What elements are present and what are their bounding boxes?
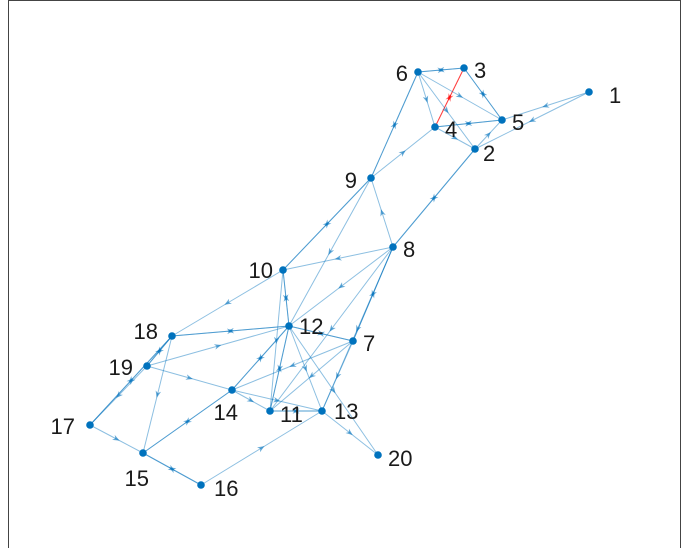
node [143, 362, 151, 370]
node-label: 11 [280, 402, 303, 427]
node [285, 322, 293, 330]
edge [474, 91, 590, 150]
node [139, 449, 147, 457]
node-label: 15 [125, 466, 149, 491]
edge [321, 246, 394, 412]
node-label: 2 [483, 141, 495, 166]
node [86, 421, 94, 429]
edge [434, 119, 503, 128]
edge [288, 325, 379, 456]
edge [146, 325, 290, 367]
node [266, 407, 274, 415]
edge [89, 335, 173, 426]
node-label: 10 [249, 258, 273, 283]
edge [269, 325, 290, 412]
edge [392, 148, 476, 248]
edge [231, 325, 290, 391]
edge [269, 340, 354, 412]
node-label: 6 [396, 61, 408, 86]
edge [269, 269, 284, 412]
edge [434, 126, 476, 150]
node-label: 8 [403, 237, 415, 262]
node-label: 16 [214, 476, 238, 501]
edge [288, 177, 372, 327]
edge [463, 67, 503, 121]
node-label: 7 [363, 331, 375, 356]
node [498, 116, 506, 124]
edge [231, 389, 271, 412]
edge [142, 452, 202, 486]
node-label: 3 [474, 58, 486, 83]
edges [89, 66, 590, 486]
edge [89, 365, 148, 426]
edge [288, 325, 323, 412]
edge [417, 71, 436, 128]
node [460, 64, 468, 72]
node-label: 13 [334, 399, 358, 424]
node-label: 4 [445, 117, 457, 142]
edge [231, 340, 354, 391]
node-label: 19 [109, 355, 133, 380]
node [318, 407, 326, 415]
node-label: 17 [51, 414, 75, 439]
edge [288, 246, 394, 327]
node-label: 20 [388, 446, 412, 471]
edge [200, 410, 323, 486]
edge [417, 66, 465, 73]
node [228, 386, 236, 394]
edge [231, 389, 323, 412]
node [374, 451, 382, 459]
edge [501, 91, 590, 121]
edge [370, 177, 394, 248]
edge [282, 246, 394, 271]
node [431, 123, 439, 131]
edge [288, 325, 354, 342]
node [585, 88, 593, 96]
edge [282, 269, 290, 327]
node [168, 332, 176, 340]
node [414, 68, 422, 76]
edge [171, 269, 284, 337]
edge [146, 365, 233, 391]
edge [321, 410, 379, 456]
node [279, 266, 287, 274]
edge [269, 246, 394, 412]
edge [417, 71, 476, 150]
node-label: 14 [214, 400, 238, 425]
edge [142, 335, 173, 454]
edge [89, 424, 144, 454]
edge [370, 126, 436, 179]
edge [321, 340, 354, 412]
edge [142, 389, 233, 454]
node-label: 1 [609, 83, 621, 108]
node [389, 243, 397, 251]
node-label: 5 [512, 110, 524, 135]
edge [417, 71, 503, 121]
edge [282, 177, 372, 271]
edge [171, 325, 290, 337]
edge [370, 71, 419, 179]
node [349, 337, 357, 345]
edge [474, 119, 503, 150]
node-label: 12 [299, 314, 323, 339]
edge [434, 67, 465, 128]
node [367, 174, 375, 182]
node [197, 481, 205, 489]
edge [146, 335, 173, 367]
node [471, 145, 479, 153]
node-label: 9 [345, 168, 357, 193]
node-label: 18 [134, 319, 158, 344]
